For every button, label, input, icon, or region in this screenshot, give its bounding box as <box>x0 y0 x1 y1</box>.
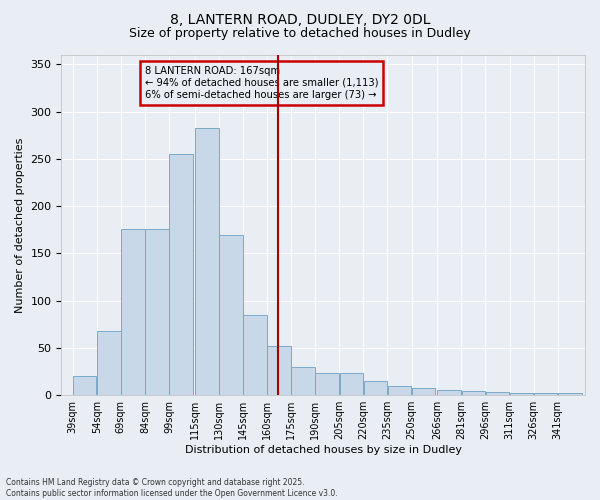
Bar <box>292 367 315 395</box>
Bar <box>97 331 121 395</box>
Bar <box>412 388 436 395</box>
Bar <box>485 392 509 395</box>
Bar <box>437 390 461 395</box>
Bar <box>267 346 291 395</box>
Bar <box>243 315 267 395</box>
Text: Contains HM Land Registry data © Crown copyright and database right 2025.
Contai: Contains HM Land Registry data © Crown c… <box>6 478 338 498</box>
Text: Size of property relative to detached houses in Dudley: Size of property relative to detached ho… <box>129 28 471 40</box>
Bar <box>461 392 485 395</box>
Text: 8 LANTERN ROAD: 167sqm
← 94% of detached houses are smaller (1,113)
6% of semi-d: 8 LANTERN ROAD: 167sqm ← 94% of detached… <box>145 66 379 100</box>
Bar <box>145 229 169 395</box>
X-axis label: Distribution of detached houses by size in Dudley: Distribution of detached houses by size … <box>185 445 462 455</box>
Bar <box>534 394 557 395</box>
Bar <box>219 234 242 395</box>
Bar <box>388 386 411 395</box>
Bar <box>340 374 363 395</box>
Bar <box>558 394 581 395</box>
Bar <box>121 229 145 395</box>
Bar <box>510 394 533 395</box>
Text: 8, LANTERN ROAD, DUDLEY, DY2 0DL: 8, LANTERN ROAD, DUDLEY, DY2 0DL <box>170 12 430 26</box>
Y-axis label: Number of detached properties: Number of detached properties <box>15 138 25 313</box>
Bar <box>169 154 193 395</box>
Bar <box>316 374 339 395</box>
Bar <box>195 128 218 395</box>
Bar <box>364 381 387 395</box>
Bar <box>73 376 97 395</box>
